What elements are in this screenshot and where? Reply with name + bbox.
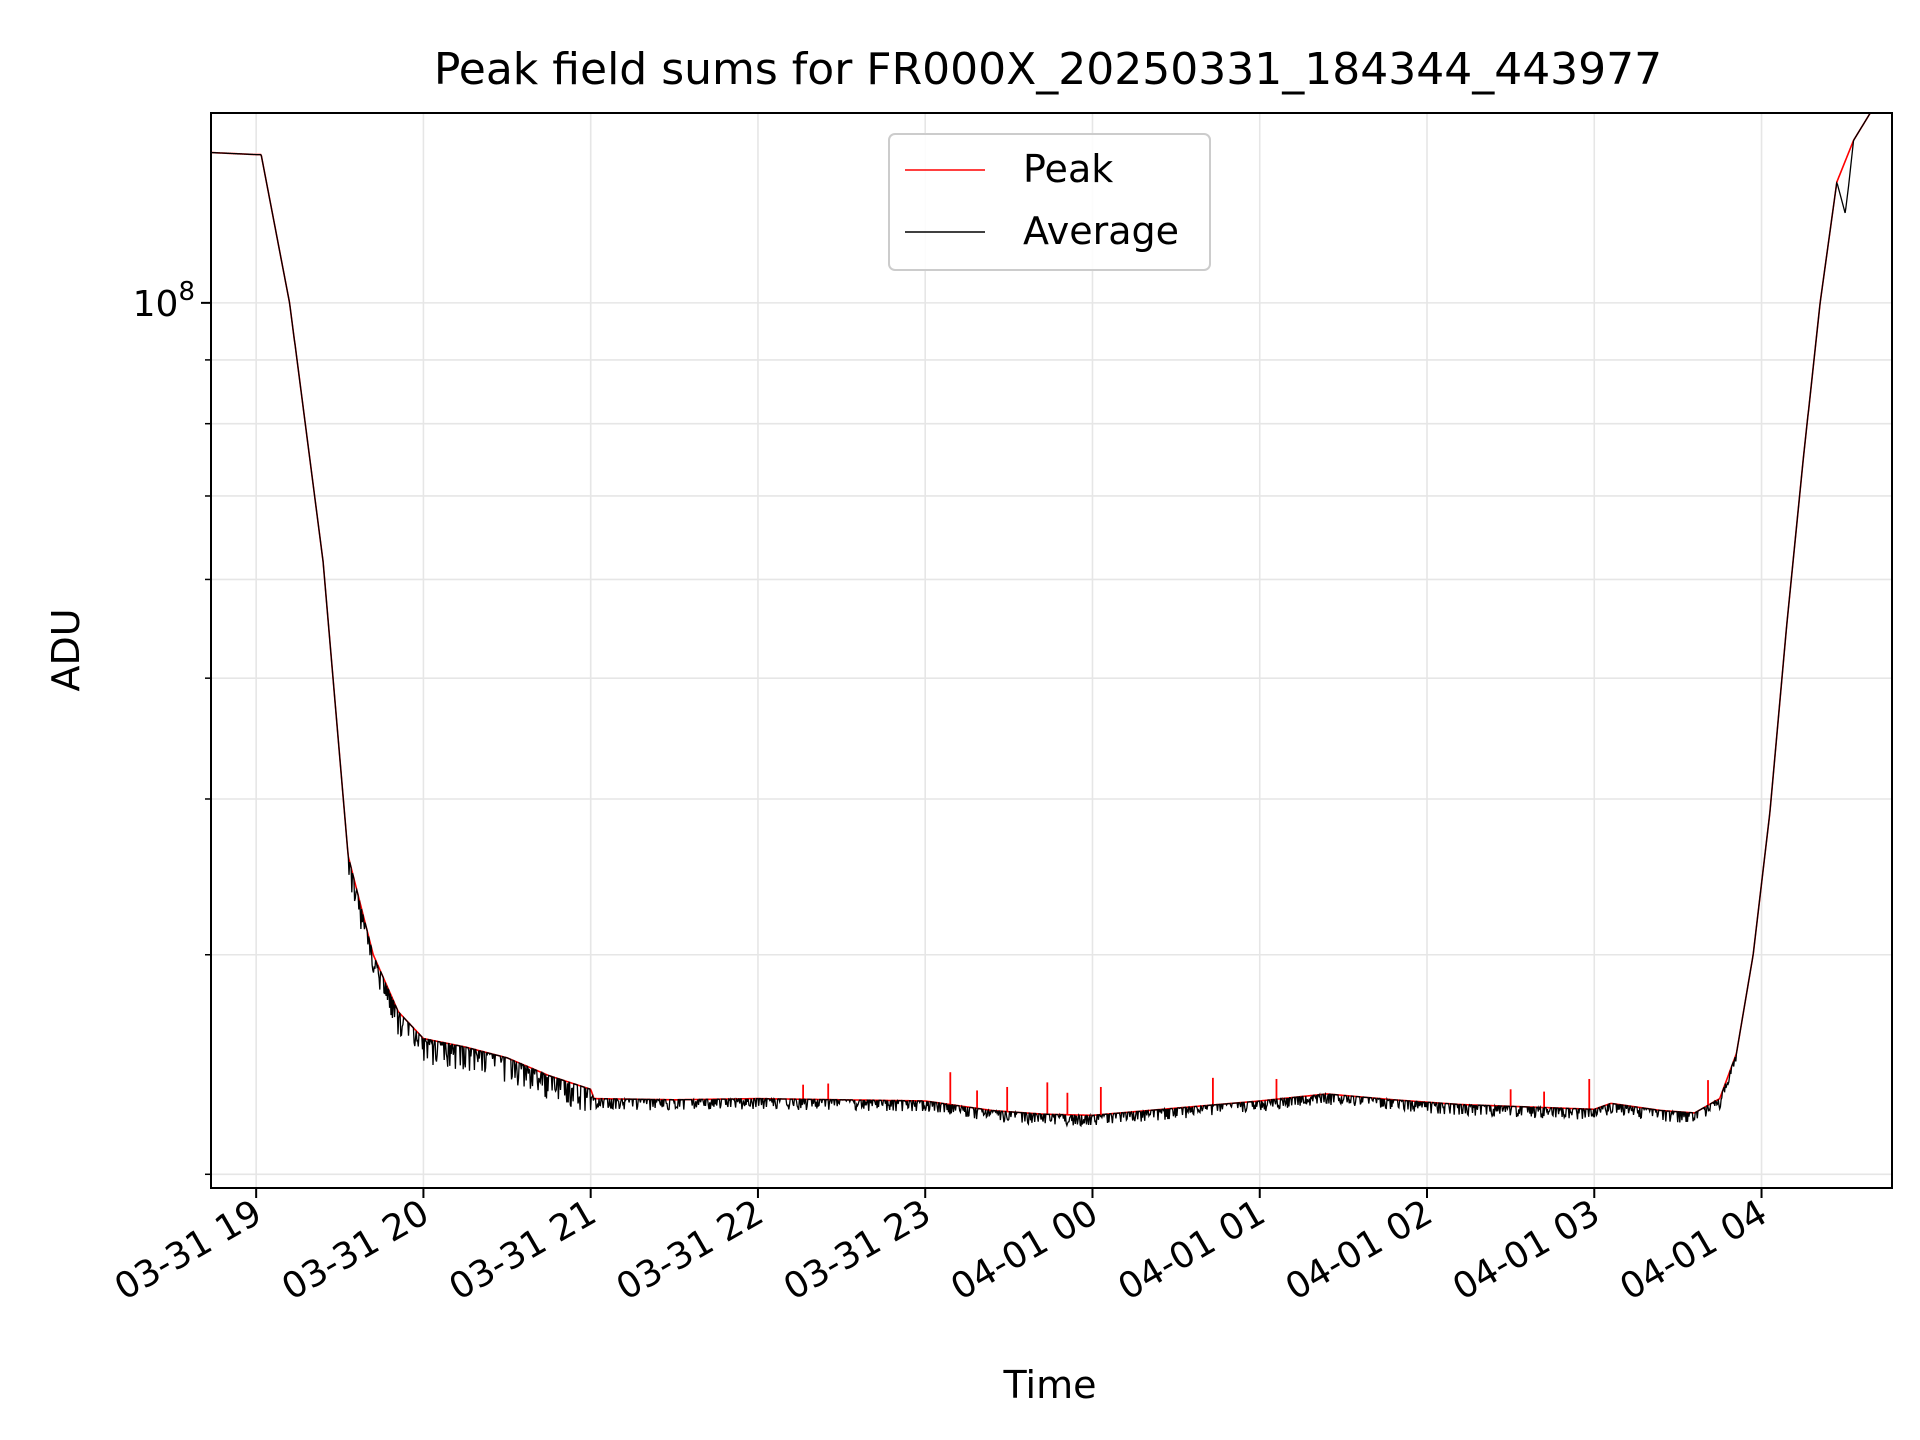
legend-peak-label: Peak <box>1023 147 1113 191</box>
plot-frame <box>210 112 1893 1189</box>
series-lines <box>211 113 1892 1128</box>
y-axis-label: ADU <box>44 608 88 691</box>
series-line-average <box>211 113 1892 1128</box>
legend-box <box>888 133 1211 271</box>
x-axis-label: Time <box>1003 1363 1097 1407</box>
legend: Peak Average <box>888 133 1211 271</box>
y-tick-label: 108 <box>133 277 195 325</box>
chart-title: Peak field sums for FR000X_20250331_1843… <box>434 44 1662 95</box>
grid-lines <box>211 113 1892 1188</box>
legend-average-label: Average <box>1023 209 1179 253</box>
